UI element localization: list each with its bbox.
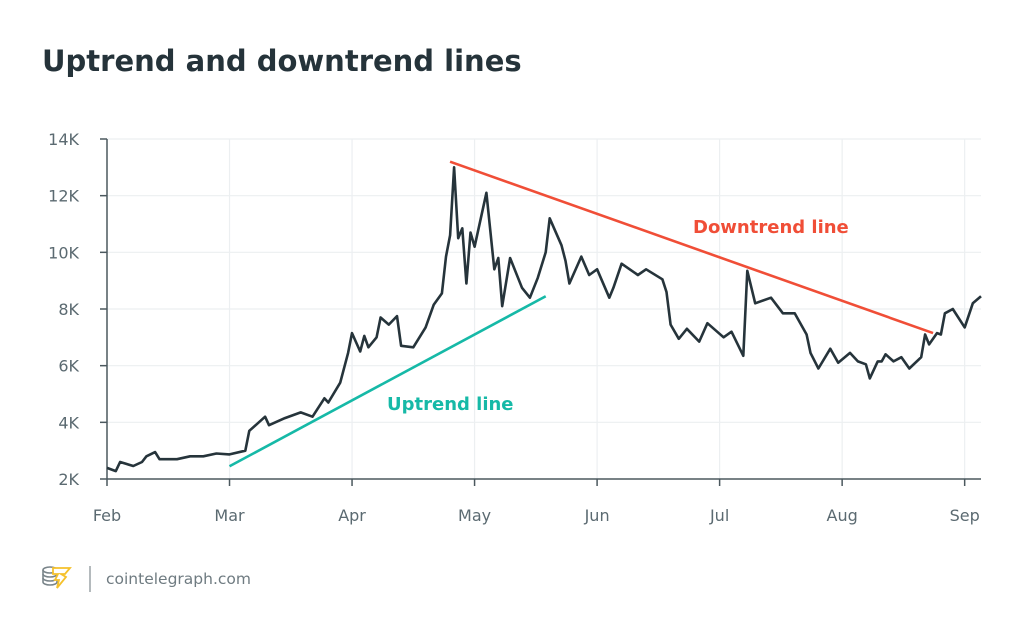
uptrend-line: [228, 295, 547, 468]
grid: [107, 138, 981, 479]
brand-text: cointelegraph.com: [106, 570, 251, 588]
y-tick-label: 10K: [48, 243, 79, 262]
x-tick-label: Jun: [584, 506, 610, 525]
downtrend-label: Downtrend line: [693, 217, 849, 238]
trend-lines: [228, 160, 934, 468]
axes: [100, 138, 981, 486]
x-tick-label: May: [458, 506, 491, 525]
x-tick-label: Feb: [93, 506, 121, 525]
y-tick-label: 2K: [58, 470, 79, 489]
cointelegraph-logo: cointelegraph.com: [42, 566, 251, 592]
coin-stack-lightning-icon: [42, 566, 72, 589]
x-tick-label: Apr: [338, 506, 366, 525]
tick-labels: 2K 4K 6K 8K 10K 12K 14K Feb Mar Apr May Jun Jul Aug Se…: [48, 130, 980, 525]
downtrend-line: [449, 160, 934, 335]
chart-title: Uptrend and downtrend lines: [42, 44, 522, 78]
y-tick-label: 14K: [48, 130, 79, 149]
x-tick-label: Aug: [827, 506, 858, 525]
y-tick-label: 12K: [48, 187, 79, 206]
y-tick-label: 4K: [58, 413, 79, 432]
x-tick-label: Sep: [950, 506, 980, 525]
y-tick-label: 8K: [58, 300, 79, 319]
x-tick-label: Mar: [214, 506, 245, 525]
price-series-line: [106, 166, 982, 473]
x-tick-label: Jul: [709, 506, 729, 525]
uptrend-label: Uptrend line: [387, 394, 514, 415]
y-tick-label: 6K: [58, 357, 79, 376]
